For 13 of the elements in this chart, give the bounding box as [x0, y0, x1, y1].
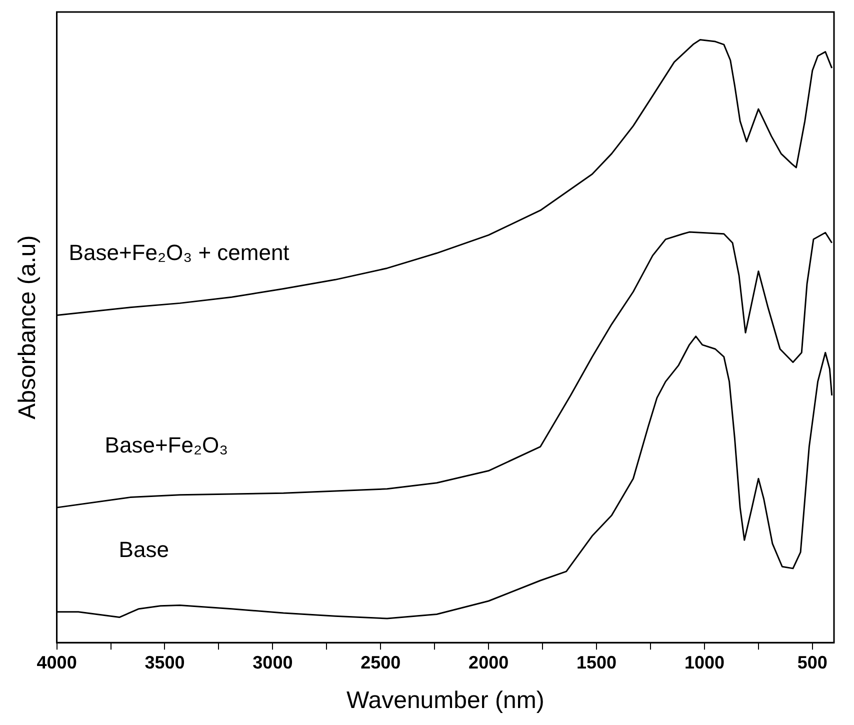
series-label: Base: [118, 536, 169, 562]
x-tick-label: 2500: [360, 652, 401, 672]
x-tick-label: 1000: [684, 652, 724, 672]
x-tick-label: 500: [797, 652, 828, 672]
y-axis-title: Absorbance (a.u): [14, 235, 42, 420]
x-tick-label: 1500: [576, 652, 617, 672]
x-tick-label: 3000: [252, 652, 293, 672]
series-label: Base+Fe₂O₃ + cement: [68, 240, 290, 266]
x-tick-label: 3500: [144, 652, 185, 672]
x-tick-label: 4000: [36, 652, 77, 672]
series-label: Base+Fe₂O₃: [104, 432, 228, 458]
x-axis-title: Wavenumber (nm): [346, 687, 544, 714]
x-tick-label: 2000: [468, 652, 509, 672]
